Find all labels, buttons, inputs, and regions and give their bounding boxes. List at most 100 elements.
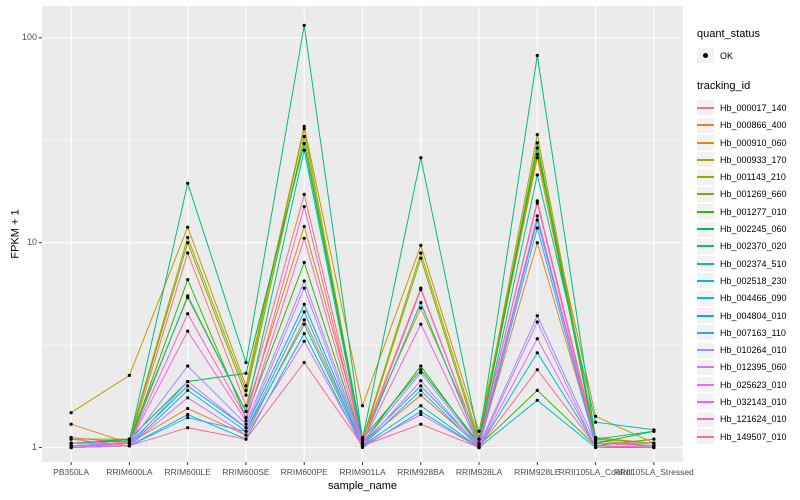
data-point xyxy=(302,322,306,326)
data-point xyxy=(186,388,190,392)
legend-key-line-icon xyxy=(697,245,714,248)
data-point xyxy=(419,412,423,417)
legend-item-label: Hb_010264_010 xyxy=(720,345,787,356)
data-point xyxy=(477,437,481,441)
data-point xyxy=(244,393,248,397)
legend-item-label: Hb_002518_230 xyxy=(720,275,787,286)
legend-key-box xyxy=(697,429,714,445)
data-point xyxy=(69,441,73,445)
data-point xyxy=(302,339,306,343)
data-point xyxy=(186,181,190,185)
legend-tracking-id-entries: Hb_000017_140 Hb_000866_400 Hb_000910_060 H… xyxy=(697,99,800,445)
legend-key-box xyxy=(697,186,714,202)
legend-key-line-icon xyxy=(697,262,714,265)
data-point xyxy=(186,294,190,298)
legend-item-Hb_010264_010: Hb_010264_010 xyxy=(697,341,800,358)
data-point xyxy=(535,241,539,245)
data-point xyxy=(419,384,423,388)
legend-item-label: Hb_025623_010 xyxy=(720,379,787,390)
data-point xyxy=(535,388,539,392)
legend-key-line-icon xyxy=(697,158,714,161)
data-point xyxy=(302,127,306,131)
data-point xyxy=(244,437,248,441)
data-point xyxy=(69,422,73,426)
data-point xyxy=(535,199,539,203)
legend-key-box xyxy=(697,325,714,341)
legend-key-line-icon xyxy=(697,279,714,282)
data-point xyxy=(535,152,539,156)
legend-item-Hb_012395_060: Hb_012395_060 xyxy=(697,359,800,376)
data-point xyxy=(535,146,539,150)
data-point xyxy=(186,235,190,240)
data-point xyxy=(419,368,423,372)
data-point xyxy=(244,426,248,430)
data-point xyxy=(302,318,306,322)
ok-point-icon xyxy=(703,53,708,59)
data-point xyxy=(244,433,248,437)
data-point xyxy=(535,351,539,355)
data-point xyxy=(186,406,190,411)
data-point xyxy=(535,141,539,145)
data-point xyxy=(594,420,598,424)
data-point xyxy=(419,371,423,375)
data-point xyxy=(535,320,539,324)
legend-item-ok: OK xyxy=(697,47,800,64)
legend-item-Hb_001143_210: Hb_001143_210 xyxy=(697,168,800,185)
legend-key-box xyxy=(697,256,714,272)
data-point xyxy=(477,445,481,450)
legend-key-box xyxy=(697,169,714,185)
data-point xyxy=(535,337,539,341)
data-point xyxy=(186,396,190,400)
legend-item-Hb_004804_010: Hb_004804_010 xyxy=(697,307,800,324)
data-point xyxy=(186,416,190,420)
legend-key-box xyxy=(697,221,714,237)
data-point xyxy=(186,384,190,388)
legend-title-tracking-id: tracking_id xyxy=(697,80,751,93)
data-point xyxy=(594,414,598,418)
data-point xyxy=(419,301,423,305)
data-point xyxy=(244,422,248,426)
data-point xyxy=(244,371,248,375)
data-point xyxy=(535,173,539,177)
data-point xyxy=(186,364,190,368)
legend-item-label: OK xyxy=(720,50,734,61)
data-point xyxy=(127,441,131,445)
legend-item-label: Hb_149507_010 xyxy=(720,431,787,442)
data-point xyxy=(186,312,190,316)
legend-key-line-icon xyxy=(697,435,714,438)
legend-key-box xyxy=(697,342,714,358)
data-point xyxy=(419,156,423,160)
data-point xyxy=(535,214,539,218)
data-point xyxy=(186,426,190,430)
legend-key-box xyxy=(697,117,714,133)
data-point xyxy=(186,278,190,282)
data-point xyxy=(302,260,306,265)
data-point xyxy=(419,251,423,255)
data-point xyxy=(302,236,306,240)
legend-key-line-icon xyxy=(697,418,714,421)
data-point xyxy=(244,388,248,392)
data-point xyxy=(302,134,306,139)
legend-key-box xyxy=(697,394,714,410)
data-point xyxy=(244,360,248,365)
data-point xyxy=(419,379,423,383)
legend-item-Hb_004466_090: Hb_004466_090 xyxy=(697,290,800,307)
data-point xyxy=(419,288,423,292)
data-point xyxy=(302,279,306,283)
legend-item-label: Hb_032143_010 xyxy=(720,396,787,407)
legend-item-Hb_002518_230: Hb_002518_230 xyxy=(697,272,800,289)
legend-key-box xyxy=(697,135,714,151)
data-point xyxy=(244,409,248,414)
data-point xyxy=(302,141,306,146)
data-point xyxy=(186,251,190,255)
legend-key-line-icon xyxy=(697,124,714,127)
legend-item-label: Hb_004466_090 xyxy=(720,293,787,304)
data-point xyxy=(360,437,365,441)
data-point xyxy=(419,409,423,414)
legend-item-label: Hb_007163_110 xyxy=(720,327,786,338)
legend-item-label: Hb_000866_400 xyxy=(720,120,787,131)
data-point xyxy=(535,133,539,137)
legend-item-Hb_002245_060: Hb_002245_060 xyxy=(697,220,800,237)
data-point xyxy=(419,243,423,247)
